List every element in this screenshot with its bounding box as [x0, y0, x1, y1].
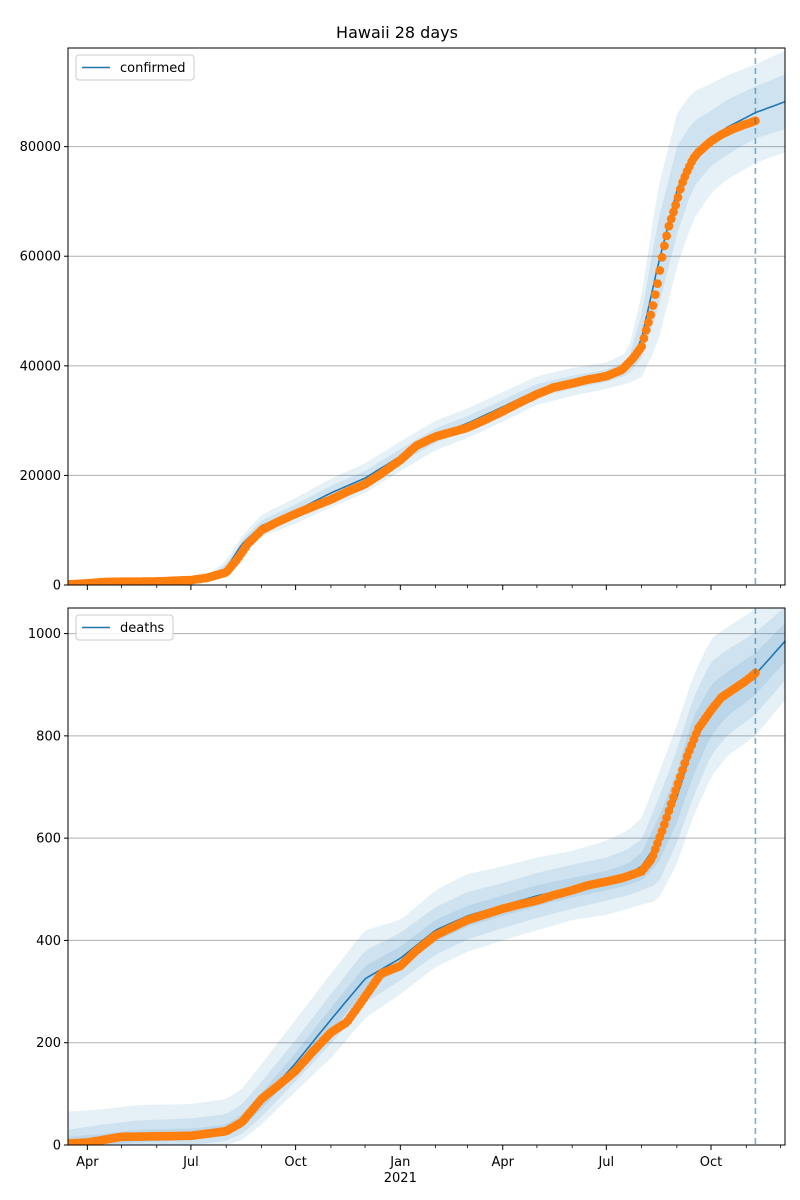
y-tick-label: 80000	[20, 140, 61, 155]
observed-point-259	[653, 279, 662, 288]
y-tick-label: 20000	[20, 469, 61, 484]
y-tick-label: 60000	[20, 250, 61, 265]
observed-point-258	[650, 290, 660, 299]
y-tick-label: 0	[53, 579, 61, 594]
legend: confirmed	[75, 54, 195, 81]
observed-point-263	[662, 231, 671, 241]
y-tick-label: 40000	[20, 359, 61, 374]
uncertainty-band-1	[68, 74, 785, 585]
observed-point-267	[671, 786, 681, 795]
y-tick-label: 1000	[28, 627, 61, 642]
model-line-deaths	[68, 640, 785, 1145]
observed-point-269	[675, 772, 685, 782]
y-tick-label: 400	[36, 934, 61, 949]
observed-point-255	[644, 318, 653, 327]
observed-point-256	[646, 310, 656, 320]
x-tick-label: Jul	[182, 1155, 199, 1170]
y-tick-label: 800	[36, 729, 61, 744]
observed-point-270	[678, 765, 687, 775]
plot-area	[68, 50, 785, 585]
observed-point-264	[664, 221, 674, 231]
axes-frame	[67, 607, 786, 1146]
observed-point-264	[664, 806, 674, 816]
x-tick-label: Apr	[76, 1155, 99, 1170]
observed-point-253	[639, 334, 649, 343]
x-tick-label: Apr	[492, 1155, 515, 1170]
observed-point-265	[666, 214, 676, 224]
observed-point-262	[660, 241, 669, 251]
uncertainty-band-1	[68, 608, 785, 1145]
observed-point-268	[673, 192, 683, 202]
x-tick-year-label: 2021	[384, 1171, 417, 1186]
observed-point-271	[680, 758, 690, 768]
axes-frame	[67, 47, 786, 586]
legend-box	[75, 54, 195, 81]
x-tick-label: Jan	[389, 1155, 410, 1170]
observed-point-268	[673, 779, 683, 788]
uncertainty-band-0	[68, 50, 785, 585]
observed-point-266	[669, 207, 678, 217]
observed-point-252	[637, 342, 646, 351]
legend-label: confirmed	[120, 61, 186, 76]
legend: deaths	[75, 614, 174, 641]
legend-box	[75, 614, 174, 641]
y-tick-label: 200	[36, 1036, 61, 1051]
observed-point-265	[666, 799, 676, 809]
chart-title: Hawaii 28 days	[336, 23, 458, 42]
observed-point-262	[660, 820, 669, 829]
observed-point-254	[641, 325, 651, 335]
observed-point-263	[662, 813, 671, 823]
uncertainty-band-0	[68, 608, 785, 1145]
observed-point-269	[675, 184, 685, 194]
observed-point-261	[657, 252, 667, 262]
observed-point-260	[655, 266, 665, 275]
plot-area	[68, 608, 785, 1145]
observed-point-257	[648, 301, 658, 310]
legend-label: deaths	[120, 621, 165, 636]
panel-confirmed: 0 20000 40000 60000 80000 confirmed	[20, 47, 786, 594]
x-tick-label: Oct	[700, 1155, 722, 1170]
observed-point-267	[671, 200, 681, 210]
uncertainty-band-2	[68, 623, 785, 1145]
observed-point-266	[669, 792, 678, 802]
y-tick-label: 0	[53, 1139, 61, 1154]
x-tick-label: Oct	[284, 1155, 306, 1170]
x-tick-label: Jul	[597, 1155, 614, 1170]
y-tick-label: 600	[36, 832, 61, 847]
